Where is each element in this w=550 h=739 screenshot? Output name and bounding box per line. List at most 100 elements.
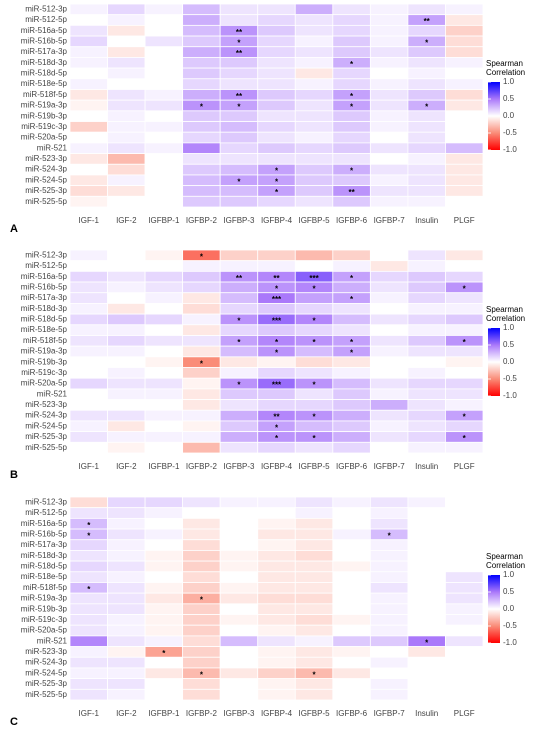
heatmap-cell (445, 270, 484, 283)
heatmap-cell (69, 303, 108, 315)
panel-label: A (10, 223, 18, 235)
heatmap-cell (332, 550, 371, 562)
heatmap-cell (445, 303, 484, 315)
significance-star: ** (236, 28, 243, 37)
row-label: miR-519b-3p (21, 604, 68, 613)
colorbar-tick-label: 0.5 (503, 94, 515, 103)
heatmap-cell (144, 550, 184, 562)
column-label: IGFBP-3 (223, 709, 255, 718)
heatmap-cell (332, 507, 371, 519)
heatmap-cell (369, 367, 409, 379)
heatmap-cell (182, 195, 221, 208)
heatmap-cell (107, 345, 146, 358)
heatmap-cell (369, 582, 409, 594)
legend-title: Correlation (486, 68, 525, 77)
colorbar-tick-label: 0.5 (503, 587, 515, 596)
heatmap-cell (445, 185, 484, 197)
heatmap-cell (445, 539, 484, 551)
heatmap-cell (182, 270, 221, 283)
heatmap-cell (182, 441, 221, 454)
heatmap-cell (144, 441, 184, 454)
colorbar-tick-label: 0.0 (503, 604, 515, 613)
heatmap-cell (144, 142, 184, 154)
heatmap-cell (69, 409, 108, 422)
heatmap-cell (369, 646, 409, 658)
heatmap-cell (219, 142, 259, 154)
heatmap-cell (294, 292, 334, 304)
heatmap-cell (182, 281, 221, 294)
heatmap-cell (257, 571, 296, 583)
heatmap-cell (257, 24, 296, 37)
heatmap-cell (369, 496, 409, 509)
heatmap-cell (69, 131, 108, 144)
heatmap-cell (107, 185, 146, 197)
heatmap-cell (144, 110, 184, 122)
heatmap-cell (107, 507, 146, 519)
column-label: IGFBP-1 (148, 216, 180, 225)
heatmap-cell (144, 409, 184, 422)
heatmap-cell (445, 131, 484, 144)
heatmap-cell (332, 646, 371, 658)
significance-star: * (200, 103, 204, 112)
significance-star: * (350, 295, 354, 304)
heatmap-cell (257, 539, 296, 551)
row-label: miR-512-5p (25, 15, 67, 24)
row-label: miR-521 (37, 636, 68, 645)
heatmap-cell (445, 517, 484, 530)
heatmap-cell (107, 678, 146, 690)
heatmap-cell (445, 153, 484, 165)
heatmap-cell (407, 163, 446, 176)
heatmap-cell (182, 431, 221, 443)
heatmap-cell (257, 603, 296, 615)
row-label: miR-516b-5p (21, 530, 68, 539)
heatmap-cell (294, 99, 334, 112)
heatmap-cell (144, 377, 184, 390)
significance-star: * (275, 423, 279, 432)
heatmap-cell (182, 131, 221, 144)
heatmap-cell (257, 260, 296, 272)
heatmap-cell (407, 303, 446, 315)
legend-title: Correlation (486, 314, 525, 323)
heatmap-cell (144, 78, 184, 90)
heatmap-cell (144, 57, 184, 69)
heatmap-cell (294, 367, 334, 379)
heatmap-cell (219, 14, 259, 26)
heatmap-cell (294, 67, 334, 80)
heatmap-cell (69, 281, 108, 294)
row-label: miR-519c-3p (21, 122, 67, 131)
heatmap-cell (144, 335, 184, 347)
heatmap-cell (369, 3, 409, 16)
heatmap-cell (107, 260, 146, 272)
heatmap-cell (69, 667, 108, 680)
heatmap-cell (445, 163, 484, 176)
heatmap-cell (182, 560, 221, 573)
heatmap-cell (332, 667, 371, 680)
heatmap-cell (407, 388, 446, 400)
significance-star: * (162, 649, 166, 658)
heatmap-cell (144, 399, 184, 411)
heatmap-cell (445, 249, 484, 262)
heatmap-cell (219, 441, 259, 454)
heatmap-cell (332, 624, 371, 637)
row-label: miR-525-5p (25, 690, 67, 699)
column-label: IGFBP-1 (148, 462, 180, 471)
heatmap-cell (332, 571, 371, 583)
heatmap-cell (369, 399, 409, 411)
heatmap-cell (257, 3, 296, 16)
heatmap-cell (332, 153, 371, 165)
colorbar-tick-label: -0.5 (503, 128, 517, 137)
column-label: IGFBP-3 (223, 462, 255, 471)
heatmap-cell (107, 142, 146, 154)
heatmap-cell (69, 292, 108, 304)
heatmap-cell (332, 78, 371, 90)
heatmap-cell (369, 270, 409, 283)
heatmap-cell (407, 3, 446, 16)
heatmap-cell (369, 99, 409, 112)
heatmap-cell (407, 550, 446, 562)
column-label: IGFBP-4 (261, 709, 293, 718)
heatmap-cell (107, 89, 146, 101)
heatmap-cell (219, 356, 259, 368)
heatmap-cell (294, 89, 334, 101)
heatmap-cell (144, 667, 184, 680)
heatmap-cell (294, 110, 334, 122)
